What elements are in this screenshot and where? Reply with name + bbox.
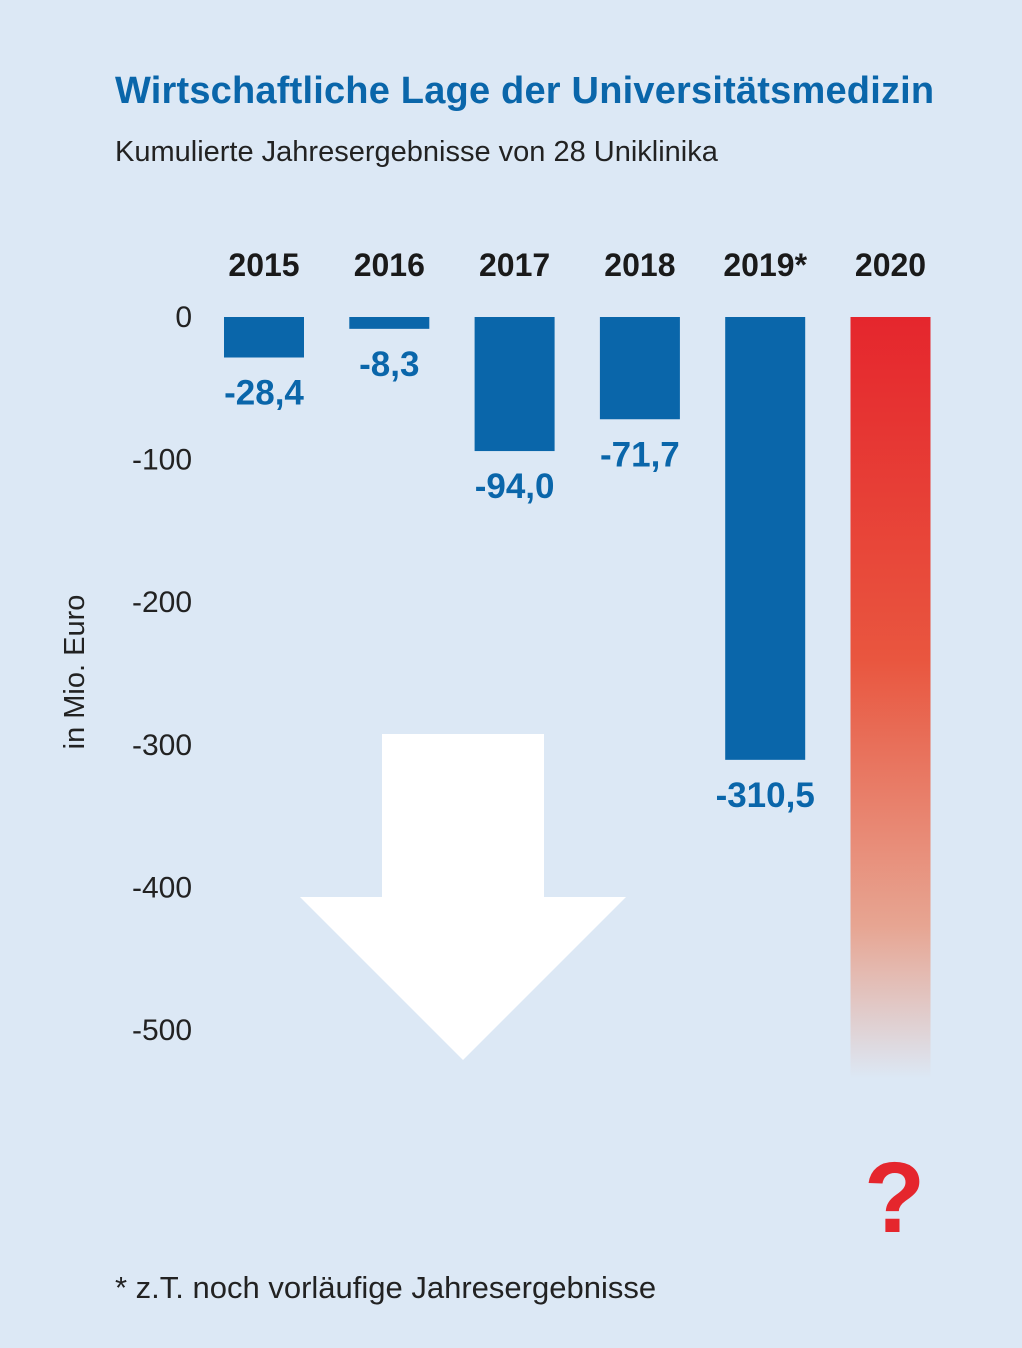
y-tick-label: -500: [132, 1014, 192, 1047]
category-label: 2017: [479, 247, 550, 283]
value-label: -71,7: [600, 435, 680, 474]
y-tick-label: -300: [132, 729, 192, 762]
chart-title: Wirtschaftliche Lage der Universitätsmed…: [115, 70, 935, 112]
value-label: -94,0: [475, 467, 555, 506]
category-label: 2020: [855, 247, 926, 283]
value-label: -28,4: [224, 374, 304, 413]
bar: [725, 317, 806, 760]
chart-subtitle: Kumulierte Jahresergebnisse von 28 Unikl…: [115, 136, 718, 168]
bar: [349, 317, 430, 329]
y-axis-label: in Mio. Euro: [59, 595, 91, 750]
category-label: 2019*: [723, 247, 807, 283]
y-tick-label: 0: [175, 301, 192, 334]
y-tick-label: -100: [132, 444, 192, 477]
category-label: 2016: [354, 247, 425, 283]
bar: [224, 317, 304, 358]
y-tick-label: -200: [132, 586, 192, 619]
y-tick-label: -400: [132, 871, 192, 904]
down-arrow-icon: [300, 734, 626, 1060]
bar-unknown: [850, 317, 931, 1079]
bar: [599, 317, 680, 420]
question-mark: ?: [864, 1142, 925, 1254]
value-label: -8,3: [359, 345, 419, 384]
category-label: 2018: [604, 247, 675, 283]
value-label: -310,5: [716, 776, 815, 815]
footnote: * z.T. noch vorläufige Jahresergebnisse: [115, 1270, 657, 1305]
bar: [474, 317, 555, 452]
category-label: 2015: [228, 247, 299, 283]
